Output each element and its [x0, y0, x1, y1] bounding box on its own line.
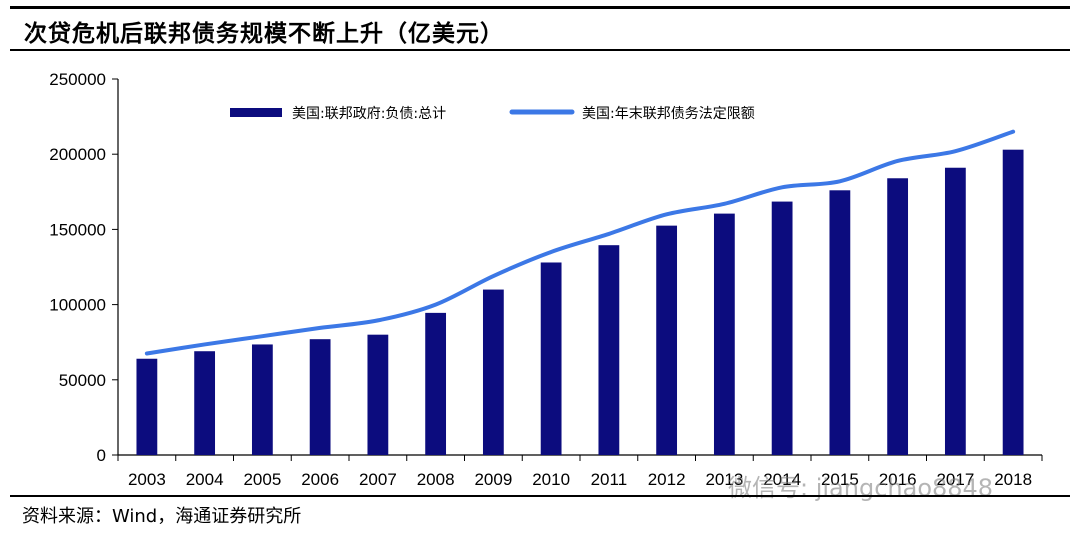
bar-2009: [482, 289, 504, 455]
y-tick-label: 200000: [49, 145, 106, 164]
bar-2014: [771, 201, 793, 455]
x-tick-label: 2017: [936, 470, 974, 489]
bar-2008: [425, 312, 447, 455]
bar-2003: [136, 358, 158, 455]
line-layer: [144, 129, 1016, 356]
x-tick-label: 2013: [705, 470, 743, 489]
bar-2006: [309, 339, 331, 455]
source-note: 资料来源：Wind，海通证券研究所: [22, 506, 302, 527]
bar-2018: [1002, 149, 1024, 456]
bottom-rule: [10, 495, 1070, 497]
bars: [136, 149, 1024, 456]
x-tick-label: 2005: [243, 470, 281, 489]
bar-2015: [829, 190, 851, 455]
x-tick-label: 2008: [417, 470, 455, 489]
x-tick-label: 2018: [994, 470, 1032, 489]
y-tick-label: 100000: [49, 296, 106, 315]
bar-2013: [713, 213, 735, 455]
tick-labels: 0 50000 100000 150000 200000 250000 2003 2004 20…: [49, 70, 1032, 489]
y-tick-label: 50000: [59, 371, 106, 390]
x-tick-label: 2007: [359, 470, 397, 489]
y-tick-label: 0: [97, 446, 106, 465]
bar-2017: [944, 167, 966, 455]
x-tick-label: 2003: [128, 470, 166, 489]
watermark: 微信号: jiangchao8848: [728, 474, 994, 502]
y-tick-label: 150000: [49, 220, 106, 239]
x-tick-label: 2011: [591, 470, 628, 489]
legend-bar-label: 美国:联邦政府:负债:总计: [292, 106, 446, 122]
bar-2010: [540, 262, 562, 455]
top-rule: [10, 6, 1070, 9]
bar-2004: [194, 351, 216, 455]
chart-title: 次贷危机后联邦债务规模不断上升（亿美元）: [24, 21, 504, 47]
bar-2016: [887, 178, 909, 455]
legend: 美国:联邦政府:负债:总计 美国:年末联邦债务法定限额: [230, 106, 755, 122]
bar-2005: [251, 344, 273, 455]
x-tick-label: 2012: [648, 470, 686, 489]
x-tick-label: 2006: [301, 470, 339, 489]
debt-limit-line: [144, 129, 1016, 356]
y-tick-label: 250000: [49, 70, 106, 89]
x-tick-label: 2014: [763, 470, 801, 489]
legend-bar-swatch: [230, 108, 282, 117]
x-tick-label: 2010: [532, 470, 570, 489]
bar-2007: [367, 334, 389, 455]
x-tick-label: 2015: [821, 470, 859, 489]
bar-2011: [598, 245, 620, 455]
x-tick-label: 2004: [186, 470, 224, 489]
x-tick-label: 2016: [879, 470, 917, 489]
legend-line-label: 美国:年末联邦债务法定限额: [582, 106, 755, 122]
title-rule: [10, 49, 1070, 51]
bar-2012: [656, 225, 678, 455]
x-tick-label: 2009: [474, 470, 512, 489]
